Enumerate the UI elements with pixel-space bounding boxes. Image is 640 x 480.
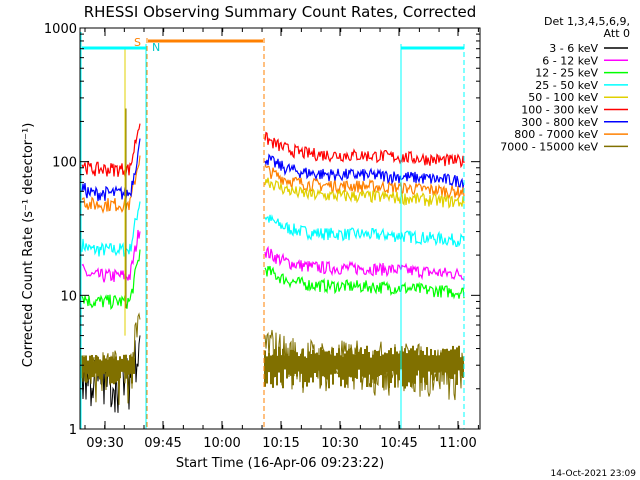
x-tick-label: 10:45: [380, 436, 417, 451]
x-tick-label: 10:00: [203, 436, 240, 451]
y-tick-label: 1: [69, 423, 77, 438]
legend-label: 800 - 7000 keV: [514, 128, 598, 141]
series-trace: [264, 153, 465, 188]
plot-frame: [79, 27, 481, 430]
series-trace: [264, 131, 465, 169]
interval-markers: [80, 32, 465, 429]
series-trace: [81, 155, 141, 214]
x-tick-label: 10:15: [262, 436, 299, 451]
series-trace: [81, 123, 141, 179]
series-trace: [264, 177, 465, 209]
legend-header-2: Att 0: [604, 27, 630, 40]
y-tick-label: 100: [52, 156, 77, 171]
series-trace: [264, 164, 465, 200]
legend-header-1: Det 1,3,4,5,6,9,: [544, 15, 630, 28]
legend-label: 7000 - 15000 keV: [500, 140, 598, 153]
series-trace: [264, 245, 465, 281]
annotation-s: S: [134, 36, 141, 49]
series-trace: [81, 335, 141, 413]
axis-ticks: 1 10 100 1000 09:30 09:45 10:00 10:15 10:30 10:45…: [44, 22, 480, 451]
series-trace: [81, 249, 141, 311]
y-tick-label: 10: [60, 289, 77, 304]
legend-label: 12 - 25 keV: [535, 67, 598, 80]
series-trace: [264, 214, 465, 248]
legend-label: 300 - 800 keV: [521, 116, 598, 129]
series-trace: [81, 138, 141, 202]
annotation-n: N: [152, 41, 160, 54]
legend-label: 25 - 50 keV: [535, 79, 598, 92]
legend-label: 100 - 300 keV: [521, 104, 598, 117]
legend-label: 50 - 100 keV: [528, 91, 598, 104]
x-tick-label: 11:00: [439, 436, 476, 451]
series-trace: [81, 229, 141, 283]
y-axis-label: Corrected Count Rate (s⁻¹ detector⁻¹): [21, 123, 36, 368]
series-trace: [264, 265, 465, 300]
x-tick-label: 10:30: [321, 436, 358, 451]
x-tick-label: 09:30: [86, 436, 123, 451]
legend-label: 3 - 6 keV: [549, 42, 598, 55]
y-tick-label: 1000: [44, 22, 77, 37]
data-traces: [81, 48, 465, 413]
chart-title: RHESSI Observing Summary Count Rates, Co…: [84, 3, 477, 21]
x-tick-label: 09:45: [144, 436, 181, 451]
series-trace: [81, 201, 141, 257]
footer-timestamp: 14-Oct-2021 23:09: [551, 469, 637, 479]
x-axis-label: Start Time (16-Apr-06 09:23:22): [176, 456, 384, 471]
legend-label: 6 - 12 keV: [542, 54, 598, 67]
